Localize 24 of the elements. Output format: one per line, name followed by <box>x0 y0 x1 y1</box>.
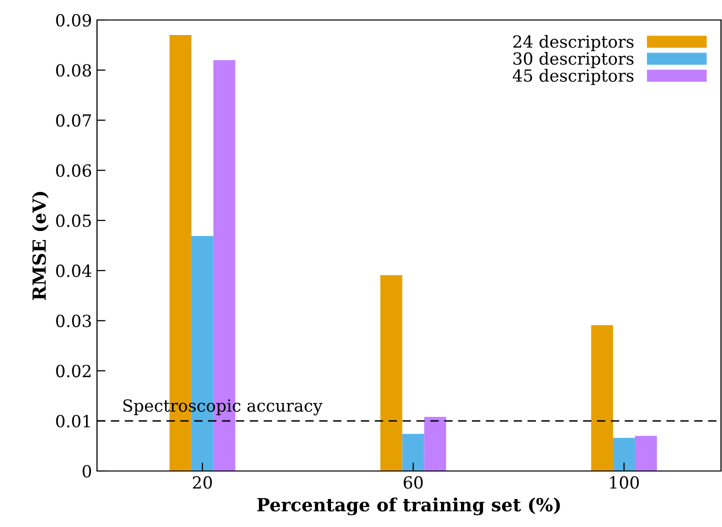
x-tick-label: 60 <box>404 476 423 489</box>
x-tick-label: 100 <box>610 476 639 489</box>
y-axis-title: RMSE (eV) <box>32 192 49 300</box>
bar <box>402 434 424 471</box>
legend-label: 24 descriptors <box>513 35 634 52</box>
y-tick-label: 0.02 <box>56 364 91 378</box>
bar <box>634 436 657 471</box>
y-tick-label: 0.04 <box>56 264 92 278</box>
y-tick-label: 0.05 <box>56 214 91 228</box>
y-tick-label: 0.01 <box>56 414 90 428</box>
y-tick-label: 0.06 <box>56 164 92 177</box>
x-axis-title: Percentage of training set (%) <box>257 498 560 516</box>
bar <box>591 325 614 471</box>
x-tick-label: 20 <box>192 476 212 489</box>
bar <box>380 275 402 471</box>
bar <box>613 438 635 471</box>
y-tick-label: 0 <box>82 464 92 478</box>
y-tick-label: 0.03 <box>56 314 91 328</box>
legend-label: 30 descriptors <box>513 52 634 68</box>
y-tick-label: 0.08 <box>56 64 92 77</box>
y-tick-label: 0.09 <box>56 14 92 27</box>
legend-label: 45 descriptors <box>512 68 634 86</box>
bar <box>424 416 446 471</box>
y-tick-label: 0.07 <box>56 114 91 127</box>
